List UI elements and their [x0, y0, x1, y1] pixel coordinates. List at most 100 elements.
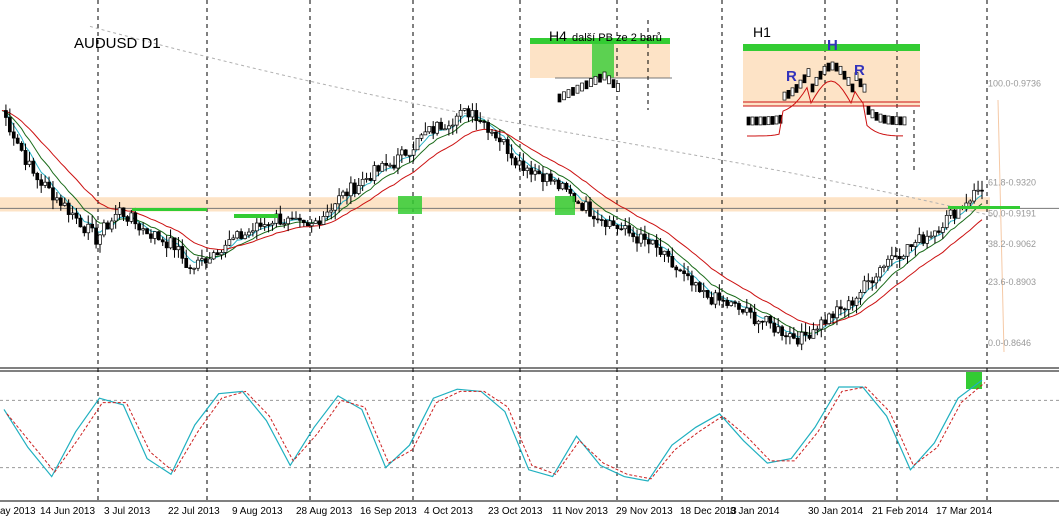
- x-axis-label-14: 21 Feb 2014: [872, 506, 929, 517]
- candle-body: [466, 108, 471, 118]
- candle-body: [807, 334, 812, 339]
- candle-body: [874, 276, 879, 284]
- candle-body: [43, 181, 47, 186]
- candle-body: [321, 216, 326, 225]
- candle-body: [764, 315, 769, 323]
- candle-body: [145, 228, 149, 235]
- h1-candle: [782, 91, 787, 101]
- candle-body: [333, 203, 338, 211]
- candle-body: [15, 137, 20, 144]
- candle-body: [976, 189, 980, 192]
- candle-body: [172, 237, 177, 251]
- fib-label-4: 23.6-0.8903: [988, 277, 1036, 287]
- candle-body: [156, 231, 161, 241]
- candle-body: [835, 306, 839, 319]
- highlight-box-oscillator: [966, 372, 982, 389]
- candle-body: [219, 252, 224, 256]
- candle-body: [239, 231, 243, 239]
- candle-body: [842, 308, 847, 311]
- x-axis-layer: ay 2013 14 Jun 2013 3 Jul 2013 22 Jul 2013 9…: [0, 506, 993, 517]
- h4-candle: [598, 73, 602, 83]
- candle-body: [545, 173, 549, 182]
- candle-body: [756, 320, 761, 325]
- candle-body: [862, 280, 867, 293]
- candle-body: [643, 233, 647, 240]
- candle-body: [349, 182, 353, 197]
- fib-retracement-line: [997, 99, 1005, 353]
- h1-candle: [862, 83, 867, 93]
- h1-candle: [882, 114, 887, 124]
- candle-body: [286, 217, 291, 225]
- h1-candle: [822, 65, 827, 75]
- candle-body: [780, 326, 784, 336]
- right-shoulder-label: R: [854, 62, 865, 79]
- candle-body: [407, 154, 412, 157]
- candle-body: [635, 236, 639, 244]
- candle-body: [909, 244, 914, 247]
- h1-candle: [838, 65, 843, 75]
- h4-label: H4: [549, 28, 567, 44]
- candle-body: [799, 331, 804, 345]
- candle-body: [580, 203, 585, 211]
- candle-body: [309, 223, 314, 227]
- candle-body: [368, 178, 373, 181]
- candle-body: [337, 195, 341, 205]
- candle-body: [313, 220, 318, 224]
- h1-candle: [766, 116, 771, 126]
- candle-body: [948, 209, 953, 216]
- candle-body: [619, 228, 624, 231]
- candle-body: [380, 162, 385, 172]
- candle-body: [729, 301, 733, 306]
- candle-body: [47, 181, 51, 189]
- h4-candle: [593, 76, 598, 85]
- candle-body: [55, 197, 59, 201]
- candle-body: [149, 233, 153, 239]
- ma-mid-line: [1, 110, 983, 334]
- candles-layer: [4, 103, 1020, 351]
- candle-body: [290, 217, 294, 220]
- candle-body: [952, 209, 957, 219]
- candle-body: [733, 301, 737, 304]
- candle-body: [548, 173, 553, 182]
- h1-candle: [846, 76, 851, 86]
- candle-body: [168, 237, 173, 249]
- candle-body: [760, 320, 765, 323]
- candle-body: [129, 212, 134, 222]
- h1-candle: [818, 70, 823, 80]
- candle-body: [795, 337, 800, 345]
- h4-candle: [589, 78, 593, 87]
- h4-candle: [607, 75, 611, 85]
- candle-body: [399, 149, 404, 156]
- candle-body: [709, 297, 714, 305]
- candle-body: [392, 164, 396, 169]
- x-axis-label-9: 11 Nov 2013: [552, 506, 608, 517]
- candle-body: [568, 189, 573, 194]
- candle-body: [588, 201, 592, 217]
- h1-candle: [874, 111, 879, 121]
- candle-body: [505, 139, 510, 154]
- candle-body: [105, 222, 110, 230]
- candle-body: [298, 217, 302, 221]
- x-axis-label-1: 14 Jun 2013: [40, 506, 95, 517]
- candle-body: [223, 244, 228, 253]
- candle-body: [247, 231, 251, 236]
- h1-candle: [806, 68, 811, 77]
- h1-candle: [870, 109, 875, 119]
- candle-body: [521, 160, 526, 171]
- ma-slow-line: [1, 110, 983, 326]
- candle-body: [584, 201, 588, 211]
- candle-body: [427, 126, 432, 133]
- h1-candle: [750, 116, 755, 126]
- candle-body: [137, 223, 142, 231]
- h1-inset-zone: [743, 48, 920, 106]
- candle-body: [180, 246, 185, 259]
- candle-body: [254, 222, 259, 232]
- candle-body: [713, 292, 718, 305]
- candle-body: [51, 187, 55, 201]
- candle-body: [66, 202, 71, 215]
- candle-body: [666, 250, 671, 257]
- candle-body: [564, 182, 569, 190]
- head-label: H: [827, 37, 838, 54]
- highlight-bar-0: [132, 208, 207, 211]
- candle-body: [176, 246, 181, 251]
